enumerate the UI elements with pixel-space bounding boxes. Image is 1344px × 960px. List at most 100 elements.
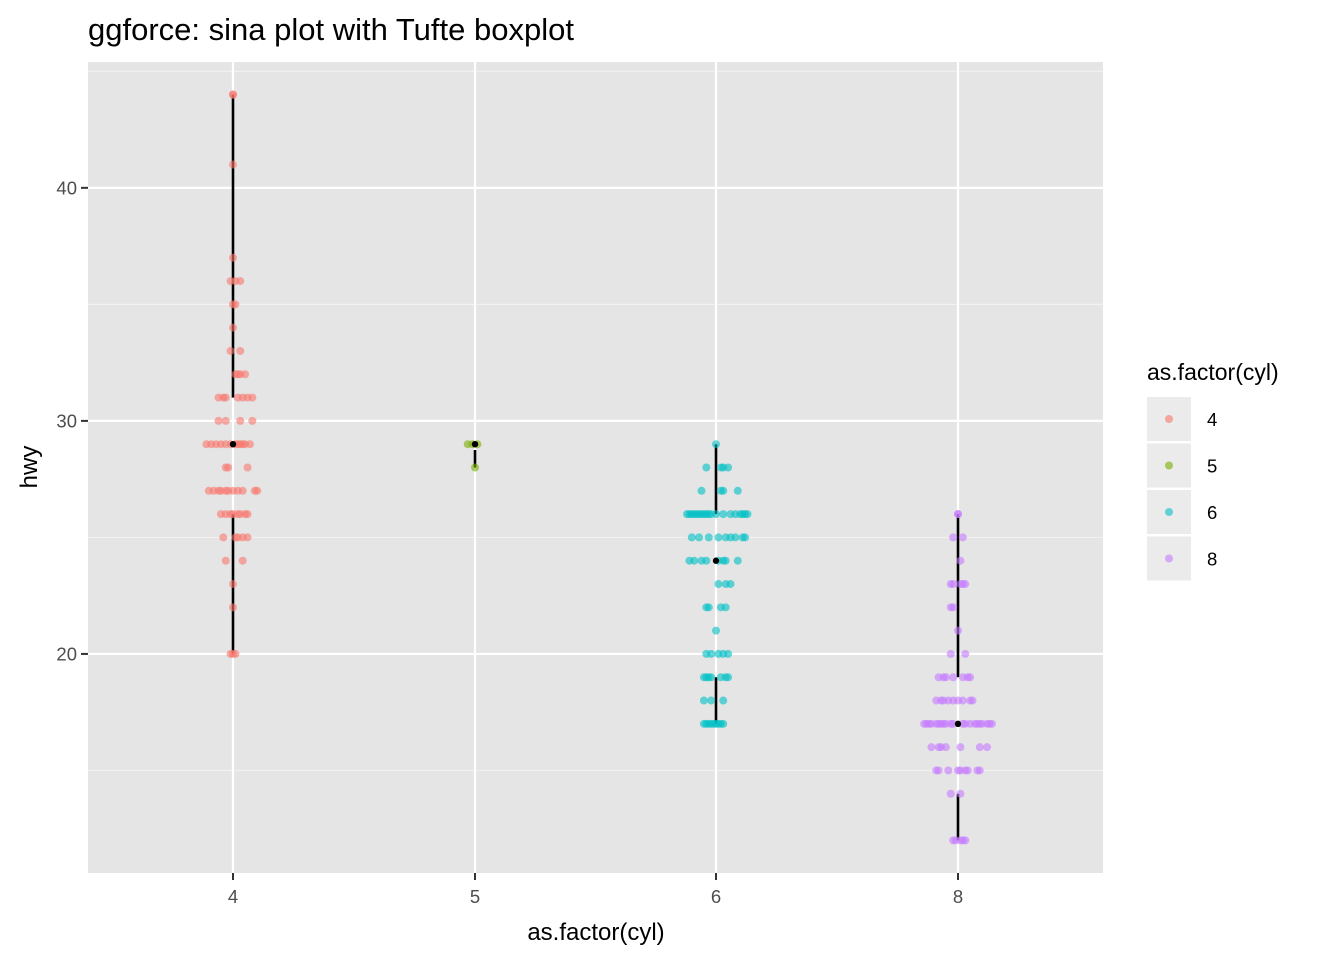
data-point <box>241 370 250 379</box>
legend-title: as.factor(cyl) <box>1147 359 1279 385</box>
data-point <box>221 416 230 425</box>
data-point <box>946 789 955 798</box>
data-point <box>712 510 720 519</box>
data-point <box>724 673 733 682</box>
data-point <box>949 603 958 612</box>
data-point <box>949 673 958 682</box>
data-point <box>226 346 235 355</box>
data-point <box>968 696 977 705</box>
data-point <box>954 626 962 635</box>
x-tick-label: 6 <box>711 886 721 907</box>
data-point <box>248 416 257 425</box>
data-point <box>966 673 975 682</box>
legend: as.factor(cyl) 4 5 6 8 <box>1147 359 1279 581</box>
legend-label: 4 <box>1207 409 1217 430</box>
data-point <box>949 580 958 589</box>
data-point <box>714 580 723 589</box>
data-point <box>961 649 970 658</box>
median-point <box>712 557 720 564</box>
data-point <box>724 463 733 472</box>
data-point <box>963 766 972 775</box>
data-point <box>975 743 984 752</box>
data-point <box>733 556 742 565</box>
data-point <box>946 649 955 658</box>
data-point <box>221 393 230 402</box>
data-point <box>231 649 240 658</box>
data-point <box>238 486 247 495</box>
data-point <box>733 486 742 495</box>
data-point <box>236 346 245 355</box>
legend-label: 6 <box>1207 502 1217 523</box>
data-point <box>224 463 233 472</box>
data-point <box>961 580 970 589</box>
data-point <box>690 556 699 565</box>
data-point <box>229 323 237 332</box>
legend-marker <box>1165 508 1173 516</box>
data-point <box>987 719 996 728</box>
data-point <box>731 533 740 542</box>
chart-title: ggforce: sina plot with Tufte boxplot <box>88 12 574 47</box>
legend-label: 5 <box>1207 456 1217 477</box>
data-point <box>724 649 733 658</box>
data-point <box>975 766 984 775</box>
sina-points <box>202 90 996 845</box>
data-point <box>721 603 730 612</box>
legend-marker <box>1165 554 1173 563</box>
data-point <box>236 416 245 425</box>
data-point <box>719 486 728 495</box>
plot-panel <box>88 62 1103 873</box>
legend-label: 8 <box>1207 549 1217 570</box>
x-axis-title: as.factor(cyl) <box>527 919 664 946</box>
data-point <box>702 556 711 565</box>
data-point <box>471 463 479 472</box>
data-point <box>702 463 711 472</box>
data-point <box>956 789 965 798</box>
data-point <box>229 90 237 99</box>
legend-marker <box>1165 415 1173 423</box>
median-point <box>229 440 237 448</box>
data-point <box>699 696 708 705</box>
data-point <box>941 673 950 682</box>
data-point <box>934 766 943 775</box>
data-point <box>236 277 245 286</box>
data-point <box>958 696 967 705</box>
data-point <box>719 696 728 705</box>
median-point <box>471 440 479 448</box>
data-point <box>229 603 237 612</box>
data-point <box>245 440 254 449</box>
data-point <box>712 626 720 635</box>
data-point <box>712 440 720 449</box>
x-tick-label: 5 <box>470 886 480 907</box>
data-point <box>221 556 230 565</box>
data-point <box>707 673 716 682</box>
data-point <box>243 533 252 542</box>
y-axis-title: hwy <box>16 446 43 489</box>
data-point <box>238 556 247 565</box>
x-tick-label: 4 <box>228 886 238 907</box>
data-point <box>941 743 950 752</box>
data-point <box>956 556 965 565</box>
data-point <box>687 533 696 542</box>
data-point <box>248 393 257 402</box>
data-point <box>954 510 962 519</box>
data-point <box>229 580 237 589</box>
data-point <box>243 463 252 472</box>
median-point <box>954 720 962 728</box>
x-tick-label: 8 <box>953 886 963 907</box>
median-dots <box>229 440 962 728</box>
data-point <box>726 580 735 589</box>
data-point <box>231 300 240 309</box>
data-point <box>719 510 728 519</box>
y-tick-label: 20 <box>56 643 77 664</box>
data-point <box>949 533 958 542</box>
data-point <box>741 533 750 542</box>
data-point <box>704 533 713 542</box>
axes: 20 30 40 4 5 6 8 <box>56 177 963 907</box>
data-point <box>944 766 953 775</box>
data-point <box>721 556 730 565</box>
data-point <box>243 510 252 519</box>
data-point <box>707 649 716 658</box>
legend-marker <box>1165 461 1173 470</box>
data-point <box>927 743 936 752</box>
data-point <box>697 486 706 495</box>
